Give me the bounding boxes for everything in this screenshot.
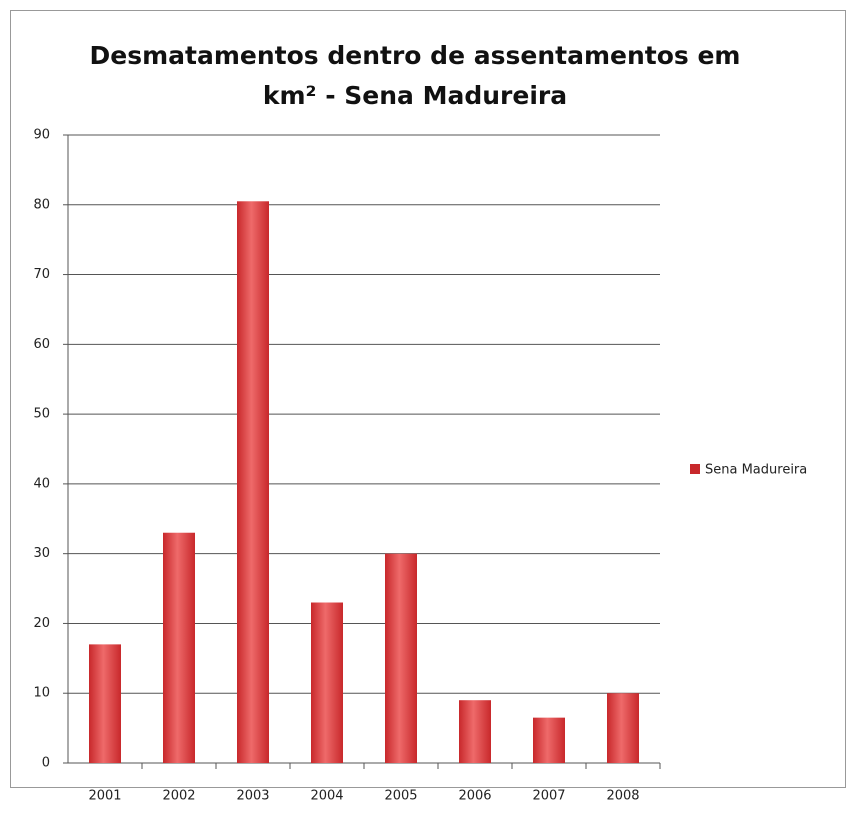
chart-title: Desmatamentos dentro de assentamentos em…: [89, 41, 741, 110]
y-tick-label: 0: [42, 756, 50, 771]
y-tick-label: 30: [33, 546, 50, 561]
x-tick-label: 2006: [458, 789, 491, 804]
y-tick-label: 50: [33, 407, 50, 422]
x-tick-label: 2001: [88, 789, 121, 804]
bar: [607, 693, 639, 763]
y-tick-label: 40: [33, 476, 50, 491]
y-tick-label: 90: [33, 128, 50, 143]
bar: [163, 532, 195, 763]
x-tick-label: 2003: [236, 789, 269, 804]
x-tick-label: 2004: [310, 789, 343, 804]
legend-label: Sena Madureira: [705, 463, 807, 478]
legend-swatch: [690, 464, 700, 474]
y-tick-label: 70: [33, 267, 50, 282]
x-tick-label: 2007: [532, 789, 565, 804]
bar: [89, 644, 121, 763]
y-tick-label: 60: [33, 337, 50, 352]
y-tick-label: 10: [33, 686, 50, 701]
y-tick-label: 80: [33, 197, 50, 212]
bar: [459, 700, 491, 763]
x-tick-label: 2005: [384, 789, 417, 804]
bar: [533, 717, 565, 763]
x-tick-label: 2008: [606, 789, 639, 804]
y-tick-label: 20: [33, 616, 50, 631]
bar: [311, 602, 343, 763]
x-tick-label: 2002: [162, 789, 195, 804]
bar: [385, 553, 417, 763]
chart-frame: [10, 10, 846, 788]
bar: [237, 201, 269, 764]
